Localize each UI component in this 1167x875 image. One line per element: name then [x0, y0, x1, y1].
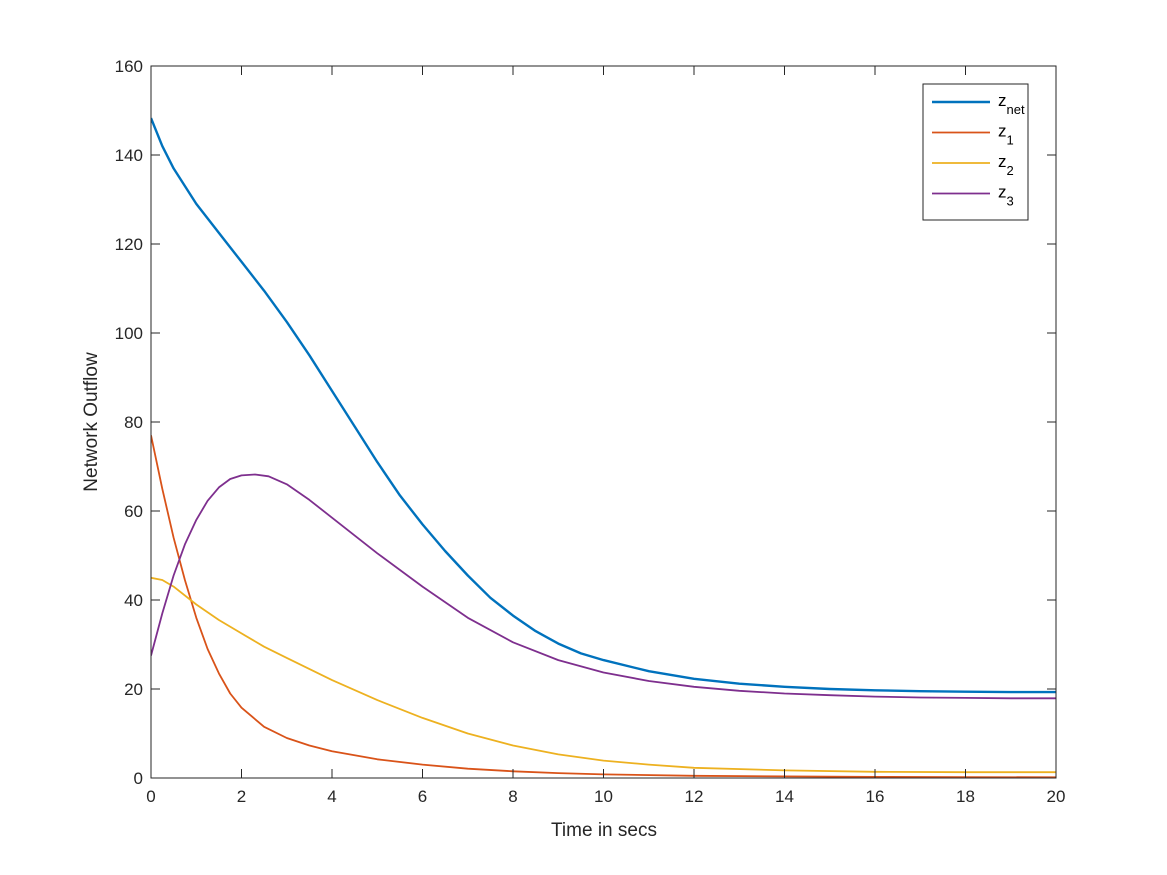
- legend-box: [922, 83, 1029, 221]
- series-line-z-net: [151, 117, 1056, 694]
- x-tick-label: 18: [956, 787, 975, 806]
- y-tick-label: 100: [115, 324, 143, 343]
- y-tick-label: 60: [124, 502, 143, 521]
- y-tick-label: 0: [134, 769, 143, 788]
- plot-area: 0 2 4 6 8 10 12 14 16 18 20 0 20 40 60 80 100 120 140 160: [115, 57, 1066, 806]
- x-tick-label: 14: [775, 787, 794, 806]
- x-tick-label: 20: [1047, 787, 1066, 806]
- x-tick-label: 2: [237, 787, 246, 806]
- series-line-z-1: [151, 435, 1056, 778]
- x-tick-label: 6: [418, 787, 427, 806]
- y-tick-label: 40: [124, 591, 143, 610]
- series-line-z-3: [151, 473, 1056, 700]
- y-axis-label: Network Outflow: [81, 352, 102, 492]
- series-group: [151, 117, 1056, 778]
- x-tick-label: 4: [327, 787, 336, 806]
- y-tick-label: 20: [124, 680, 143, 699]
- x-tick-label: 8: [508, 787, 517, 806]
- y-tick-label: 140: [115, 146, 143, 165]
- x-tick-label: 0: [146, 787, 155, 806]
- y-tick-label: 160: [115, 57, 143, 76]
- series-line-z-2: [151, 576, 1056, 774]
- y-tick-label: 80: [124, 413, 143, 432]
- x-tick-label: 16: [866, 787, 885, 806]
- y-tick-label: 120: [115, 235, 143, 254]
- x-axis-label: Time in secs: [551, 820, 657, 841]
- x-tick-label: 12: [685, 787, 704, 806]
- x-tick-label: 10: [594, 787, 613, 806]
